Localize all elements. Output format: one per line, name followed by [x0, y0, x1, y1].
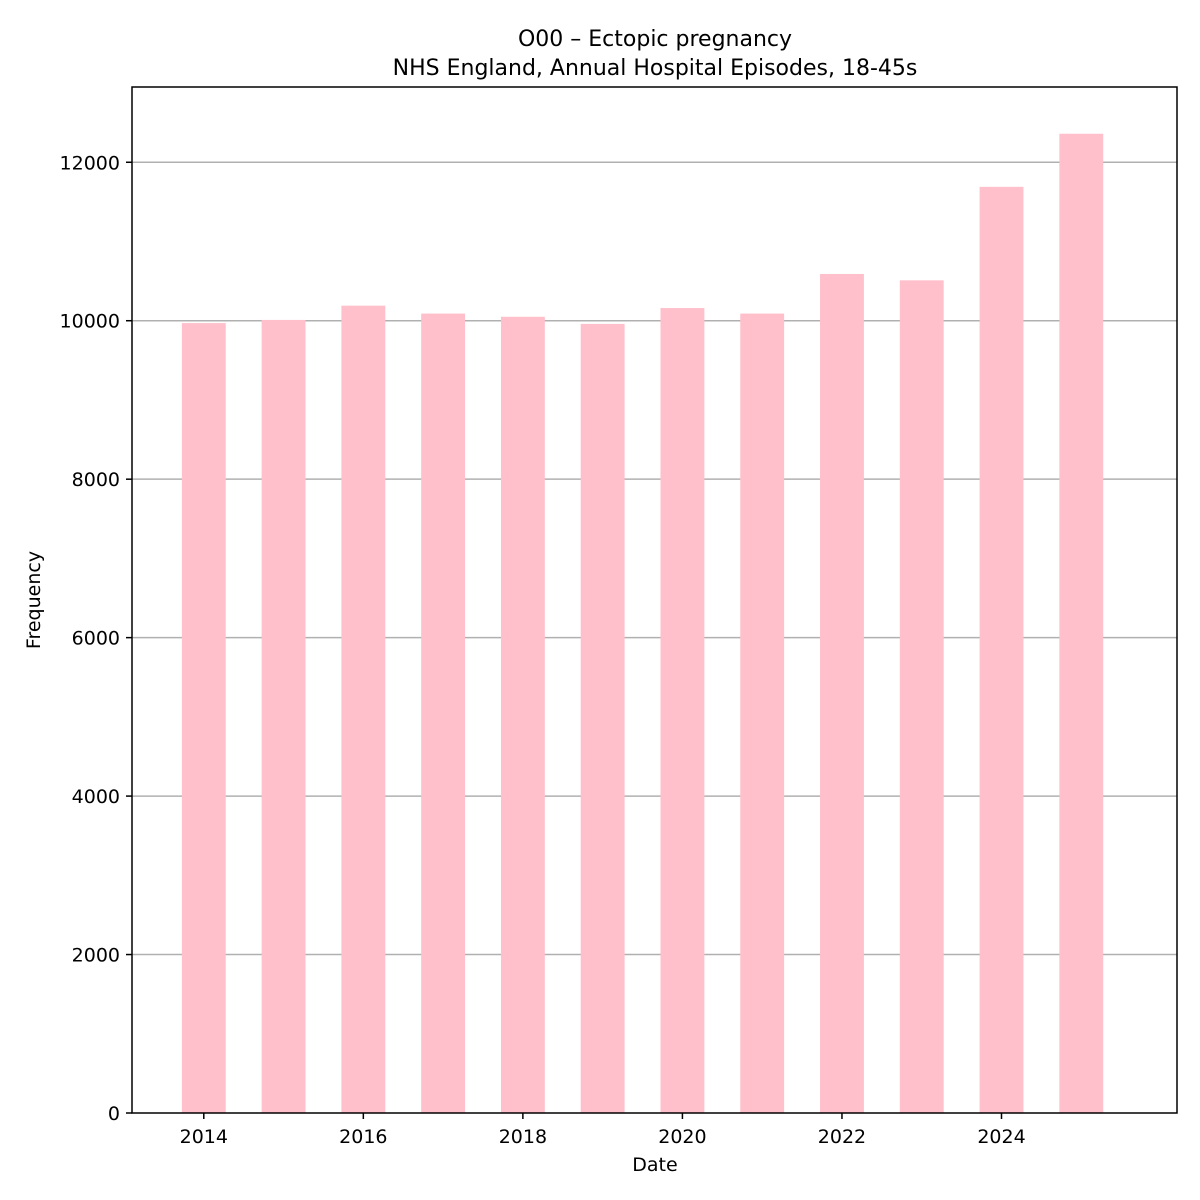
y-axis-ticks: 0 2000 4000 6000 8000 10000 12000 — [60, 152, 132, 1125]
y-tick-label: 8000 — [72, 469, 120, 491]
x-tick-label: 2020 — [658, 1126, 706, 1148]
bar-2022 — [820, 273, 864, 1113]
x-tick-label: 2022 — [818, 1126, 866, 1148]
y-tick-label: 10000 — [60, 311, 120, 333]
bar-2023 — [899, 280, 944, 1114]
bar-2025 — [1059, 133, 1104, 1114]
y-tick-label: 6000 — [72, 628, 120, 650]
x-tick-label: 2018 — [499, 1126, 547, 1148]
y-tick-label: 0 — [108, 1103, 120, 1125]
x-tick-label: 2024 — [977, 1126, 1025, 1148]
bar-2021 — [740, 313, 785, 1113]
x-axis-ticks: 2014 2016 2018 2020 2022 2024 — [180, 1113, 1026, 1148]
bar-2018 — [500, 316, 545, 1113]
y-axis-label: Frequency — [23, 551, 45, 649]
bar-2017 — [421, 313, 466, 1113]
bar-2024 — [979, 186, 1024, 1113]
x-tick-label: 2016 — [339, 1126, 387, 1148]
y-tick-label: 12000 — [60, 152, 120, 174]
y-tick-label: 2000 — [72, 945, 120, 967]
bar-2016 — [341, 305, 386, 1114]
bar-2015 — [261, 319, 306, 1114]
x-axis-label: Date — [632, 1154, 677, 1176]
chart-subtitle: NHS England, Annual Hospital Episodes, 1… — [393, 56, 918, 81]
y-tick-label: 4000 — [72, 786, 120, 808]
bar-2020 — [660, 308, 705, 1114]
bar-2019 — [580, 323, 625, 1113]
x-tick-label: 2014 — [180, 1126, 228, 1148]
bar-2014 — [181, 323, 226, 1113]
chart-title: O00 – Ectopic pregnancy — [518, 27, 792, 52]
plot-area-frame — [131, 86, 1178, 1114]
bars — [181, 133, 1104, 1114]
